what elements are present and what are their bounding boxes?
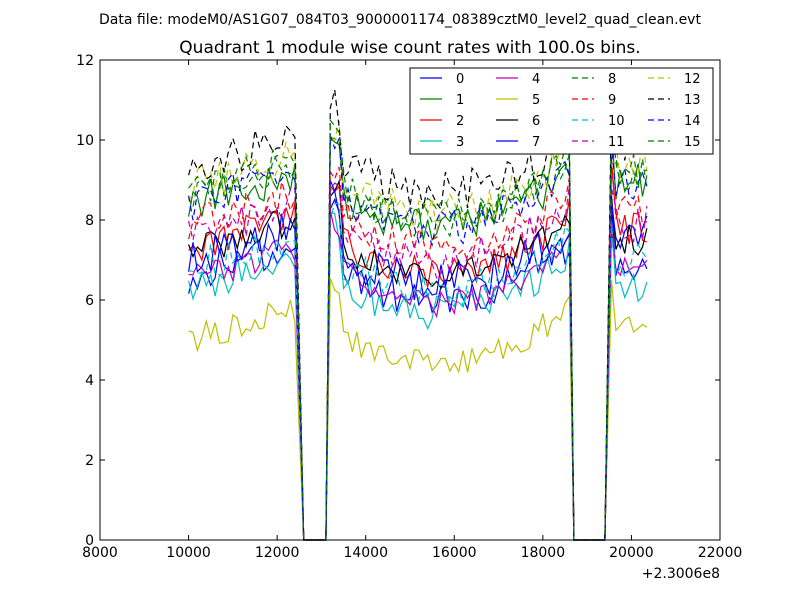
- x-tick-label: 22000: [698, 545, 743, 561]
- legend-label: 8: [608, 72, 616, 87]
- series-line-3: [188, 212, 648, 541]
- x-tick-label: 14000: [343, 545, 388, 561]
- legend-label: 9: [608, 93, 616, 108]
- y-tick-label: 6: [85, 293, 94, 309]
- chart-title: Quadrant 1 module wise count rates with …: [179, 38, 640, 58]
- y-tick-label: 10: [76, 133, 94, 149]
- series-line-2: [188, 164, 648, 541]
- legend-label: 10: [608, 114, 625, 129]
- legend-label: 1: [456, 93, 464, 108]
- y-tick-label: 0: [85, 533, 94, 549]
- suptitle: Data file: modeM0/AS1G07_084T03_90000011…: [99, 12, 701, 28]
- y-tick-label: 2: [85, 453, 94, 469]
- x-tick-label: 20000: [609, 545, 654, 561]
- y-tick-label: 4: [85, 373, 94, 389]
- legend-label: 4: [532, 72, 540, 87]
- x-tick-label: 12000: [255, 545, 300, 561]
- legend-label: 2: [456, 114, 464, 129]
- x-tick-label: 10000: [166, 545, 211, 561]
- x-tick-label: 8000: [82, 545, 118, 561]
- y-tick-label: 12: [76, 53, 94, 69]
- x-tick-label: 16000: [432, 545, 477, 561]
- legend-label: 0: [456, 72, 464, 87]
- legend-label: 6: [532, 114, 540, 129]
- x-offset-label: +2.3006e8: [642, 566, 720, 582]
- legend-label: 3: [456, 135, 464, 150]
- series-line-11: [188, 182, 648, 541]
- legend-label: 5: [532, 93, 540, 108]
- x-tick-label: 18000: [521, 545, 566, 561]
- legend-label: 11: [608, 135, 625, 150]
- axis-ticks: 8000 10000 12000 14000 16000 18000 20000 22000 0…: [76, 53, 742, 561]
- legend-label: 14: [684, 114, 701, 129]
- legend-box: [409, 67, 714, 155]
- legend-label: 13: [684, 93, 701, 108]
- series-line-7: [188, 180, 648, 541]
- series-line-8: [188, 137, 648, 541]
- series-line-5: [188, 278, 648, 541]
- legend-label: 7: [532, 135, 540, 150]
- y-tick-label: 8: [85, 213, 94, 229]
- legend-label: 12: [684, 72, 701, 87]
- plot-lines: [188, 89, 648, 541]
- legend-label: 15: [684, 135, 701, 150]
- series-line-9: [188, 157, 648, 541]
- series-line-14: [188, 135, 648, 541]
- series-line-4: [188, 210, 648, 541]
